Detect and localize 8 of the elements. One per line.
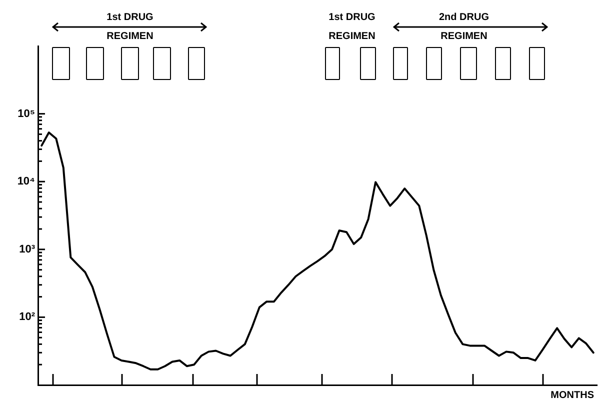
text: 1st DRUG REGIMEN	[106, 11, 154, 44]
text: 1st DRUG REGIMEN	[328, 11, 376, 44]
y-tick-label: 10²	[19, 311, 36, 324]
text: 2nd DRUG REGIMEN	[438, 11, 490, 44]
y-tick-label: 10⁵	[18, 108, 35, 120]
x-axis-title: MONTHS	[550, 390, 594, 401]
y-tick-label: 10³	[19, 243, 36, 256]
y-tick-label: 10⁴	[17, 176, 35, 188]
